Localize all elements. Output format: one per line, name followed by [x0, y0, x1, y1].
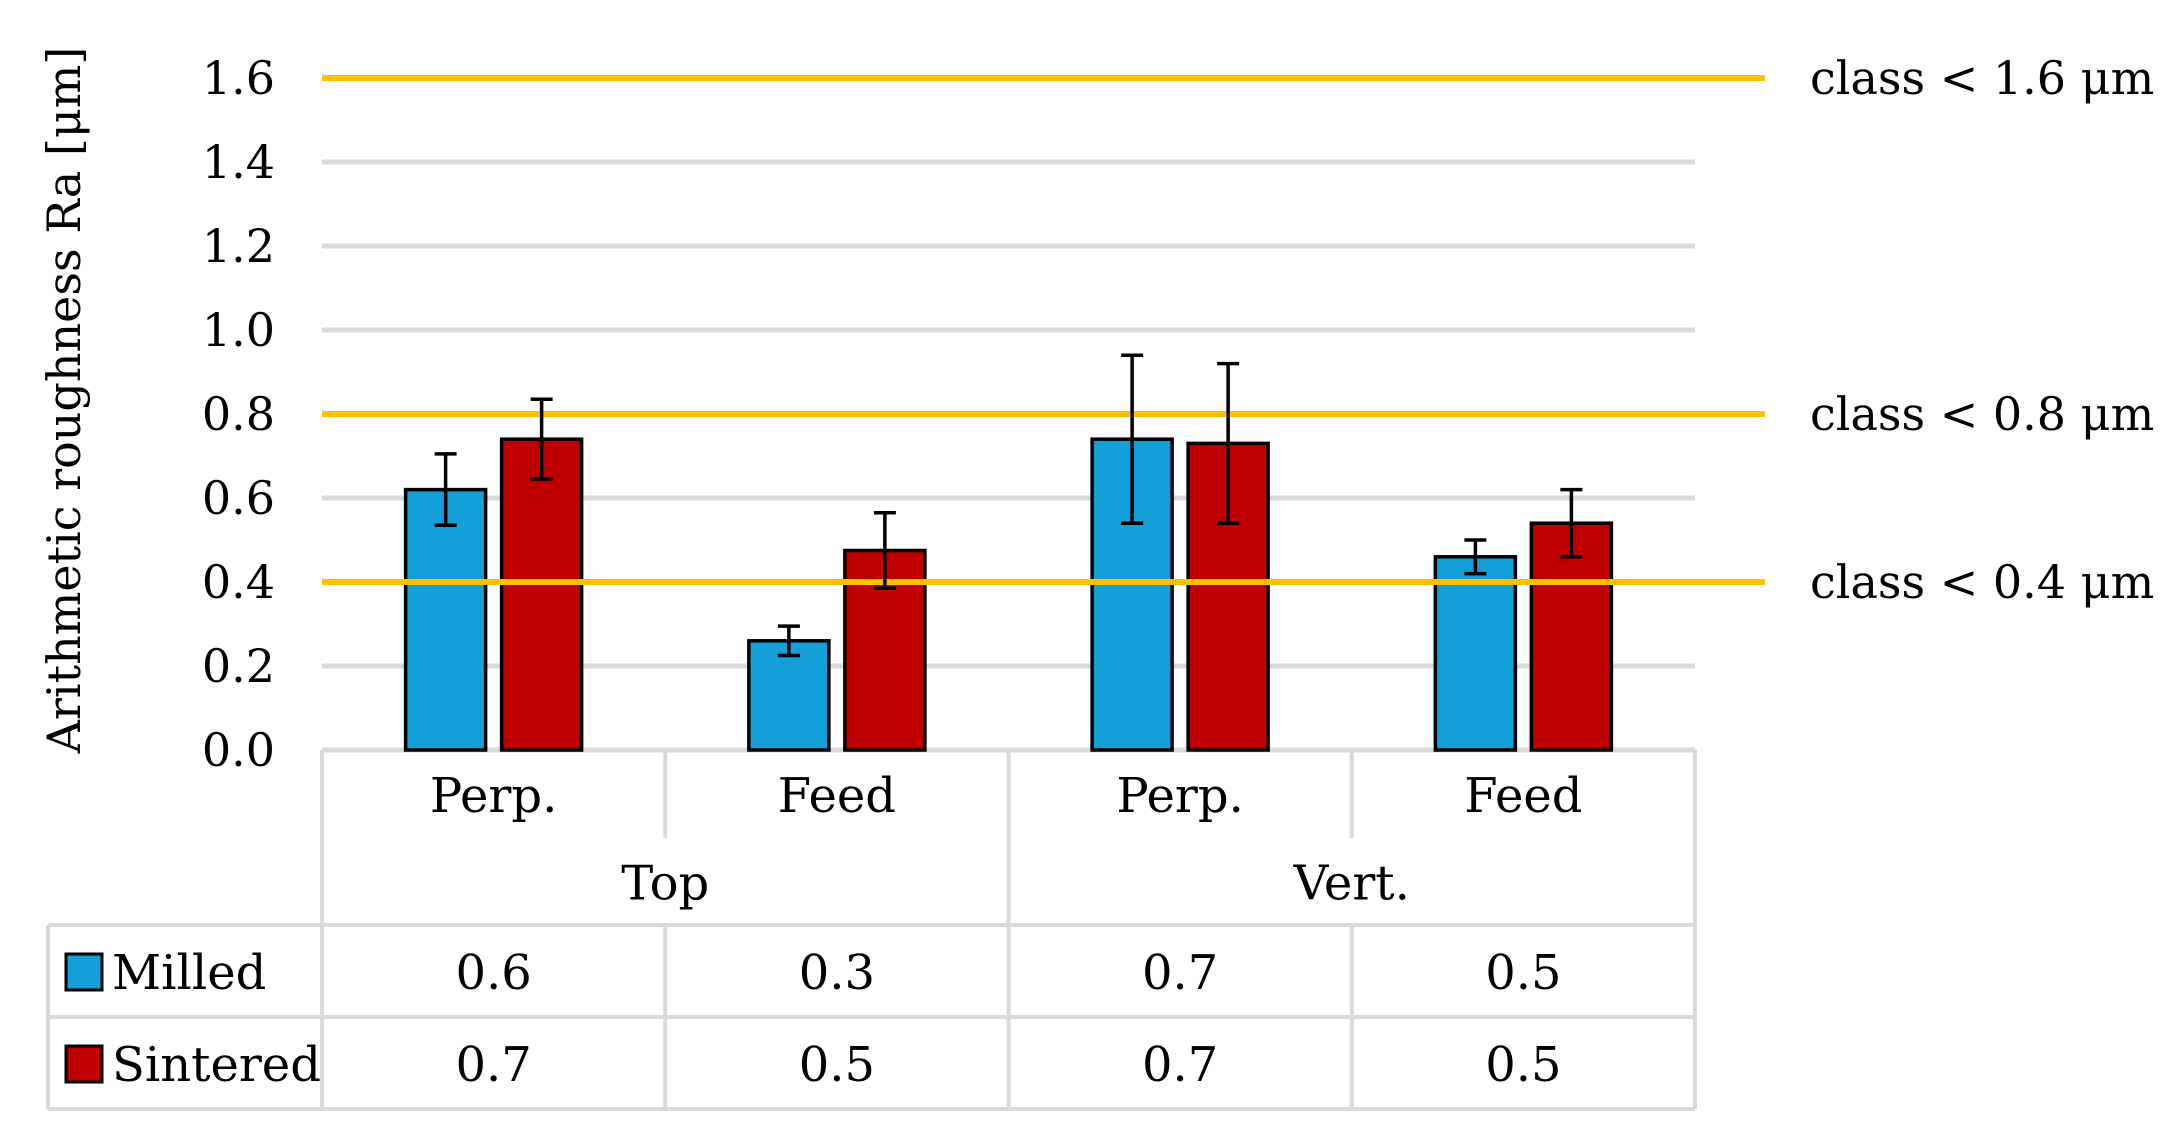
reference-label: class < 0.4 μm — [1810, 555, 2154, 609]
table-value: 0.5 — [799, 1037, 875, 1093]
reference-label: class < 1.6 μm — [1810, 51, 2154, 105]
bars — [403, 437, 1614, 752]
legend-key-milled — [64, 952, 104, 992]
category-label: Perp. — [430, 768, 557, 824]
y-tick-label: 1.6 — [202, 51, 275, 105]
data-table — [46, 750, 1697, 1111]
table-value: 0.6 — [455, 945, 531, 1001]
y-tick-label: 1.4 — [202, 135, 275, 189]
category-label: Perp. — [1116, 768, 1243, 824]
category-label: Feed — [1464, 768, 1582, 824]
labels: 0.0 0.2 0.4 0.6 0.8 1.0 1.2 1.4 1.6 Arithmetic ro… — [37, 47, 2154, 1093]
y-tick-label: 0.4 — [202, 555, 275, 609]
bar-sintered-0 — [499, 437, 584, 752]
table-value: 0.7 — [1142, 945, 1218, 1001]
reference-lines — [322, 75, 1765, 585]
y-tick-label: 1.0 — [202, 303, 275, 357]
legend-label-sintered: Sintered — [112, 1037, 321, 1093]
error-bars — [434, 353, 1583, 658]
y-tick-label: 0.8 — [202, 387, 275, 441]
reference-label: class < 0.8 μm — [1810, 387, 2154, 441]
y-axis-label: Arithmetic roughness Ra [μm] — [37, 47, 91, 755]
category-label: Feed — [778, 768, 896, 824]
y-tick-label: 1.2 — [202, 219, 275, 273]
table-value: 0.3 — [799, 945, 875, 1001]
group-label: Top — [621, 856, 709, 912]
bar-milled-0 — [403, 487, 488, 752]
bar-milled-3 — [1433, 555, 1518, 752]
table-value: 0.7 — [455, 1037, 531, 1093]
legend-key-sintered — [64, 1044, 104, 1084]
legend-label-milled: Milled — [112, 945, 266, 1001]
table-value: 0.5 — [1485, 945, 1561, 1001]
y-tick-label: 0.2 — [202, 639, 275, 693]
table-value: 0.5 — [1485, 1037, 1561, 1093]
group-label: Vert. — [1293, 856, 1410, 912]
y-tick-label: 0.6 — [202, 471, 275, 525]
table-value: 0.7 — [1142, 1037, 1218, 1093]
y-tick-label: 0.0 — [202, 723, 275, 777]
